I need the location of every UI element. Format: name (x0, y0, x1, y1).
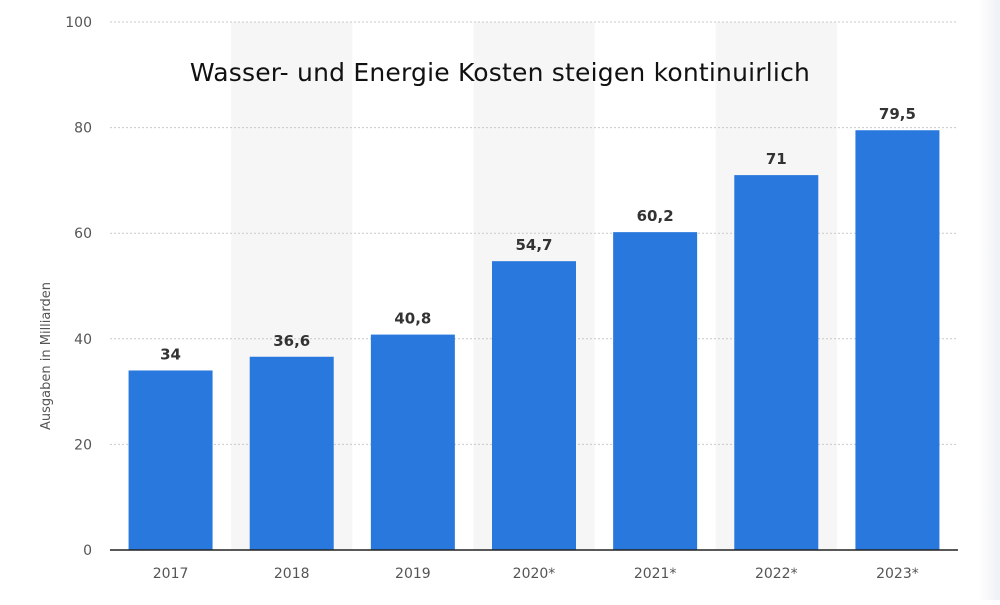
x-tick-label: 2018 (274, 566, 310, 582)
bar (370, 334, 455, 550)
chart-title: Wasser- und Energie Kosten steigen konti… (189, 58, 811, 87)
x-tick-label: 2022* (755, 566, 798, 582)
y-tick-label: 100 (65, 15, 92, 31)
data-label: 54,7 (515, 236, 552, 254)
x-tick-label: 2019 (395, 566, 431, 582)
bar (855, 130, 940, 551)
x-tick-label: 2020* (513, 566, 556, 582)
data-label: 36,6 (273, 332, 310, 350)
bar (249, 356, 334, 550)
y-tick-label: 20 (74, 437, 92, 453)
x-tick-label: 2017 (153, 566, 189, 582)
y-axis-label: Ausgaben in Milliarden (39, 282, 54, 430)
y-tick-label: 40 (74, 332, 92, 348)
bar (613, 232, 698, 551)
y-tick-label: 60 (74, 226, 92, 242)
data-label: 34 (160, 345, 181, 363)
x-tick-label: 2023* (876, 566, 919, 582)
data-label: 60,2 (637, 207, 674, 225)
bar (492, 261, 576, 550)
y-tick-label: 80 (74, 121, 92, 137)
data-labels: 34 36,6 40,8 54,7 60,2 71 79,5 (160, 105, 916, 363)
data-label: 79,5 (879, 105, 916, 123)
data-label: 71 (766, 150, 787, 168)
bars (128, 130, 940, 551)
x-tick-label: 2021* (634, 566, 677, 582)
y-tick-label: 0 (83, 543, 92, 559)
right-edge-shade (978, 0, 1000, 600)
x-tick-labels: 2017 2018 2019 2020* 2021* 2022* 2023* (153, 566, 919, 582)
bar (734, 175, 819, 550)
data-label: 40,8 (394, 310, 431, 328)
y-tick-labels: 0 20 40 60 80 100 (65, 15, 92, 559)
bar (128, 370, 213, 550)
